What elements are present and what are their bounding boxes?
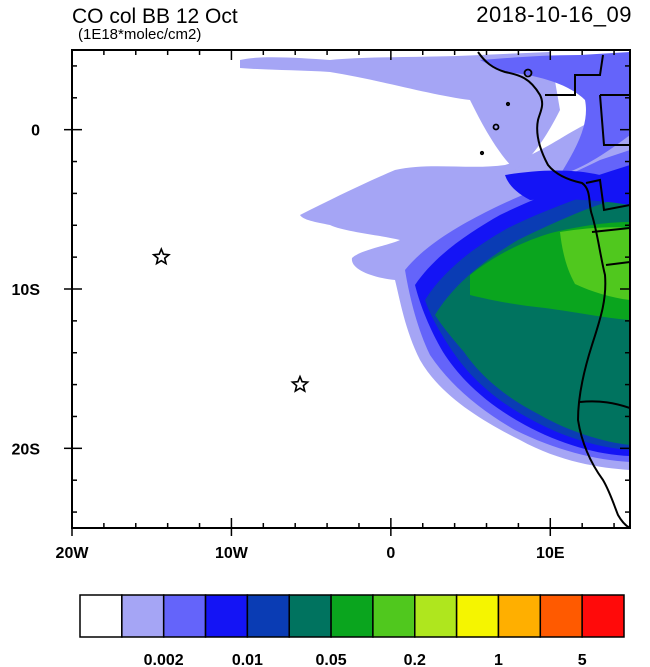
co-plume-field [240,52,630,470]
colorbar-label: 0.002 [144,652,184,667]
colorbar-box [372,594,416,638]
colorbar-box [330,594,374,638]
colorbar-label: 0.05 [316,652,347,667]
x-tick-label: 0 [386,545,395,562]
colorbar-box [79,594,123,638]
colorbar-label: 5 [578,652,587,667]
colorbar-box [581,594,625,638]
star-marker [290,374,310,393]
colorbar-box [246,594,290,638]
y-tick-label: 10S [12,282,41,299]
star-marker [151,246,171,266]
map-title: CO col BB 12 Oct [72,5,238,28]
colorbar-box [288,594,332,638]
colorbar: 0.002 0.01 0.05 0.2 1 5 [79,594,625,667]
x-tick-label: 20W [56,545,90,562]
colorbar-box [455,594,500,638]
x-tick-label: 10W [215,545,249,562]
colorbar-box [121,594,165,638]
colorbar-label: 0.01 [232,652,263,667]
map-datetime: 2018-10-16_09 [476,2,632,27]
axis-ticks [64,50,630,536]
colorbar-box [414,594,458,638]
y-tick-label: 20S [12,441,41,458]
colorbar-box [539,594,583,638]
islands [479,68,533,156]
axis-labels: 20W 10W 0 10E 0 10S 20S [12,123,565,562]
map-units: (1E18*molec/cm2) [78,26,202,43]
colorbar-box [204,594,249,638]
x-tick-label: 10E [536,545,565,562]
coastline [477,51,630,528]
colorbar-box [497,594,542,638]
colorbar-label: 0.2 [404,652,426,667]
station-markers [151,246,310,393]
colorbar-label: 1 [494,652,503,667]
colorbar-box [162,594,207,638]
y-tick-label: 0 [31,123,40,140]
